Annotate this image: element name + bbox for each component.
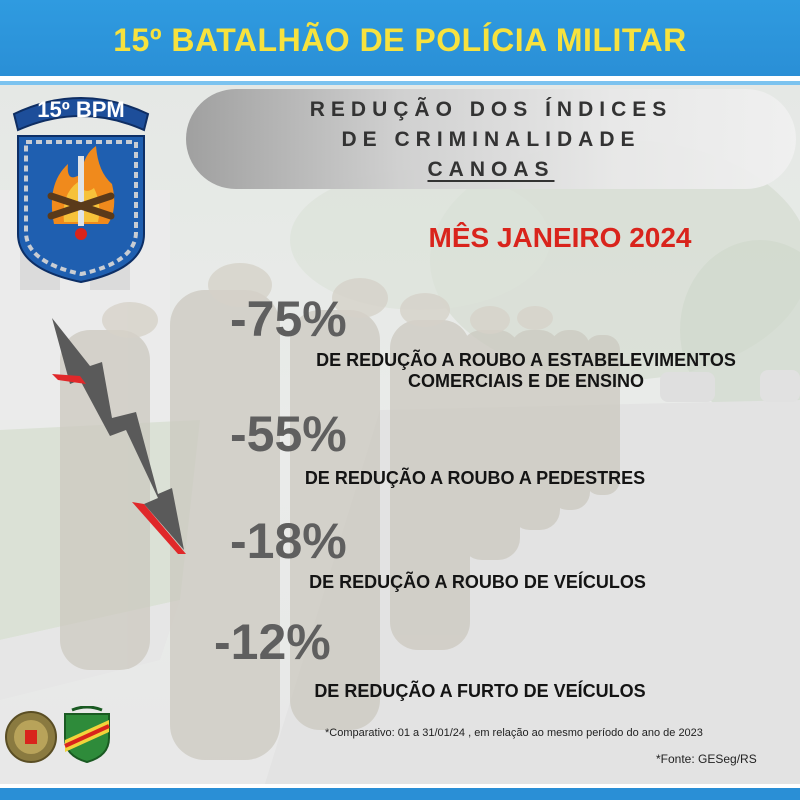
- stat-3-description: DE REDUÇÃO A ROUBO DE VEÍCULOS: [309, 572, 646, 592]
- stat-1-line-2: COMERCIAIS E DE ENSINO: [407, 371, 645, 391]
- stat-4-value: -12%: [214, 614, 331, 670]
- stat-1-description: DE REDUÇÃO A ROUBO A ESTABELEVIMENTOS CO…: [296, 350, 756, 392]
- comparison-footnote: *Comparativo: 01 a 31/01/24 , em relação…: [325, 727, 703, 739]
- down-arrow-icon: [52, 318, 186, 554]
- panel-title-line-1: REDUÇÃO DOS ÍNDICES: [309, 98, 673, 121]
- stat-3-value: -18%: [230, 513, 347, 569]
- header-bar: [0, 0, 800, 76]
- stat-1-value: -75%: [230, 291, 347, 347]
- month-label: MÊS JANEIRO 2024: [428, 222, 692, 253]
- source-footnote: *Fonte: GESeg/RS: [656, 752, 757, 766]
- bottom-bar: [0, 788, 800, 800]
- panel-title-line-2: DE CRIMINALIDADE: [341, 128, 641, 151]
- header-divider-light: [0, 81, 800, 85]
- header-divider: [0, 76, 800, 81]
- stat-4-description: DE REDUÇÃO A FURTO DE VEÍCULOS: [314, 681, 646, 701]
- panel-title-city: CANOAS: [427, 158, 555, 181]
- brigada-seal-icon: [5, 711, 57, 763]
- title-panel: [186, 89, 796, 189]
- page-title: 15º BATALHÃO DE POLÍCIA MILITAR: [113, 22, 687, 58]
- badge-emblem: 15º BPM: [12, 97, 150, 284]
- stat-1-line-1: DE REDUÇÃO A ROUBO A ESTABELEVIMENTOS: [316, 350, 736, 370]
- regional-shield-icon: [64, 706, 110, 764]
- stat-2-value: -55%: [230, 406, 347, 462]
- badge-label: 15º BPM: [37, 97, 125, 122]
- stat-2-description: DE REDUÇÃO A ROUBO A PEDESTRES: [304, 468, 646, 488]
- bottom-divider: [0, 784, 800, 788]
